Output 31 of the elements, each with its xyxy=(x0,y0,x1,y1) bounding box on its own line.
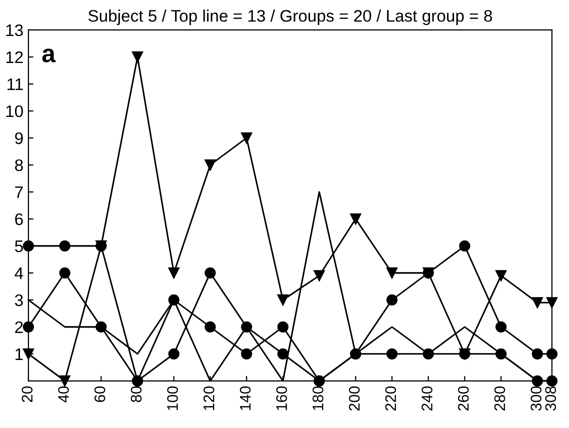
x-tick-label: 60 xyxy=(94,386,106,402)
y-tick-label: 7 xyxy=(15,186,23,198)
x-tick-label: 160 xyxy=(276,386,288,410)
x-tick-label: 240 xyxy=(422,386,432,410)
x-tick-label: 80 xyxy=(130,386,142,402)
x-tick-label: 300 xyxy=(530,386,542,411)
y-tick-label: 10 xyxy=(6,105,23,118)
y-tick-label: 11 xyxy=(8,78,23,90)
y-tick-label: 13 xyxy=(6,24,23,36)
x-tick-label: 180 xyxy=(312,386,324,410)
x-tick-label: 200 xyxy=(348,386,360,410)
y-tick-label: 3 xyxy=(14,294,23,306)
annotation: a xyxy=(42,48,56,62)
x-tick-label: 120 xyxy=(203,386,214,410)
x-tick-label: 40 xyxy=(58,386,69,402)
x-tick-label: 140 xyxy=(240,386,251,410)
y-tick-label: 1 xyxy=(16,348,23,360)
y-tick-label: 9 xyxy=(15,132,23,144)
x-tick-label: 260 xyxy=(458,386,469,410)
y-tick-label: 12 xyxy=(6,51,23,63)
y-tick-label: 6 xyxy=(15,213,23,226)
y-tick-label: 4 xyxy=(14,268,24,279)
x-tick-label: 280 xyxy=(494,386,506,410)
x-tick-label: 20 xyxy=(22,386,33,402)
x-tick-label: 100 xyxy=(167,386,178,410)
chart-title: Subject 5 / Top line = 13 / Groups = 20 / Last group = 8 xyxy=(88,10,492,26)
x-tick-label: 308 xyxy=(545,386,556,411)
y-tick-label: 5 xyxy=(14,240,23,252)
y-tick-label: 2 xyxy=(15,321,23,333)
y-tick-label: 8 xyxy=(15,159,23,172)
x-tick-label: 220 xyxy=(385,386,396,410)
